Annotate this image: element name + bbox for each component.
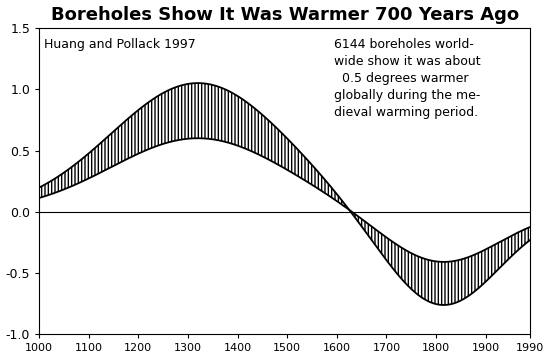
- Text: Huang and Pollack 1997: Huang and Pollack 1997: [44, 38, 196, 51]
- Text: 6144 boreholes world-
wide show it was about
  0.5 degrees warmer
globally durin: 6144 boreholes world- wide show it was a…: [334, 38, 481, 119]
- Title: Boreholes Show It Was Warmer 700 Years Ago: Boreholes Show It Was Warmer 700 Years A…: [51, 5, 519, 24]
